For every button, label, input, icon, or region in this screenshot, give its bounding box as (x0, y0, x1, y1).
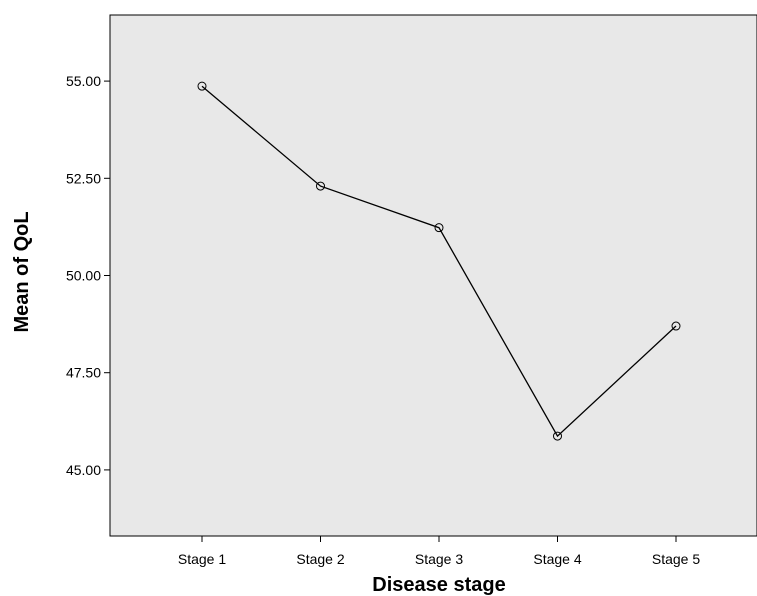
y-axis: 45.00 47.50 50.00 52.50 55.00 (66, 73, 110, 478)
y-axis-title: Mean of QoL (11, 211, 33, 332)
x-axis-title: Disease stage (372, 574, 505, 596)
x-tick-label: Stage 1 (178, 551, 226, 567)
y-tick-label: 55.00 (66, 73, 101, 89)
plot-area (109, 14, 757, 537)
data-point (553, 431, 562, 441)
y-tick-label: 47.50 (66, 365, 101, 381)
x-tick-label: Stage 4 (533, 551, 581, 567)
y-tick-label: 52.50 (66, 170, 101, 186)
x-tick-label: Stage 5 (652, 551, 700, 567)
y-tick-label: 50.00 (66, 268, 101, 284)
x-tick-label: Stage 3 (415, 551, 463, 567)
data-point (671, 321, 681, 331)
data-point (316, 181, 325, 191)
data-markers (197, 81, 681, 441)
series-line (201, 85, 677, 438)
x-axis: Stage 1 Stage 2 Stage 3 Stage 4 Stage 5 (178, 536, 700, 567)
data-point (434, 223, 444, 233)
x-tick-label: Stage 2 (296, 551, 344, 567)
data-point (197, 81, 207, 91)
y-tick-label: 45.00 (66, 462, 101, 478)
